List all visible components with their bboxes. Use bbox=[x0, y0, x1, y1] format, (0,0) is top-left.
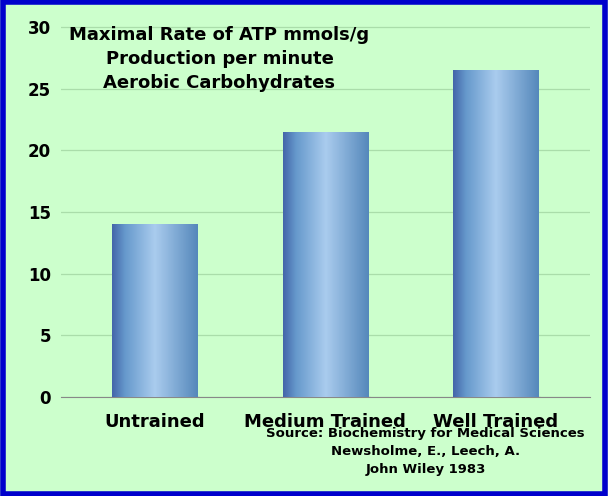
Bar bbox=[455, 397, 541, 400]
Text: Source: Biochemistry for Medical Sciences
Newsholme, E., Leech, A.
John Wiley 19: Source: Biochemistry for Medical Science… bbox=[266, 427, 585, 476]
Bar bbox=[285, 397, 370, 400]
Text: Maximal Rate of ATP mmols/g
Production per minute
Aerobic Carbohydrates: Maximal Rate of ATP mmols/g Production p… bbox=[69, 26, 370, 92]
Bar bbox=[114, 397, 199, 400]
